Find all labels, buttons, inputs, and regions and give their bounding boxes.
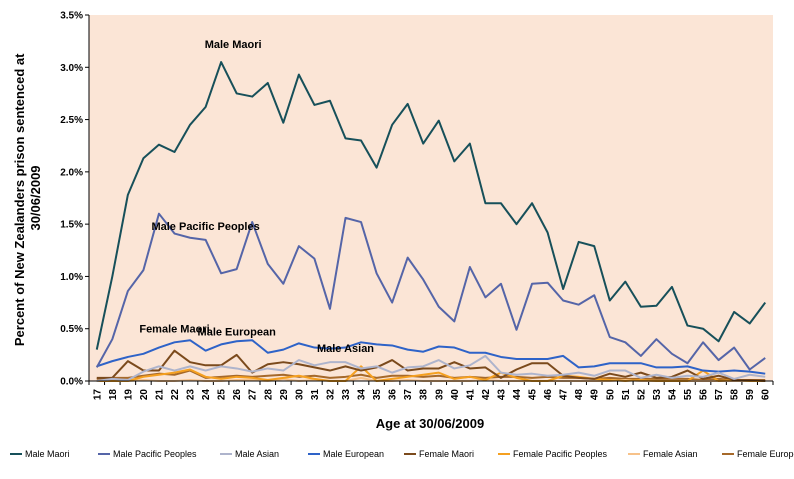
x-tick-label: 42 (481, 389, 492, 401)
x-tick-label: 24 (201, 389, 212, 401)
x-tick-label: 58 (730, 389, 741, 401)
y-axis-title: Percent of New Zealanders prison sentenc… (12, 50, 43, 346)
x-tick-label: 44 (512, 389, 523, 401)
annotation-label: Male Maori (205, 39, 262, 51)
x-tick-label: 47 (559, 389, 570, 401)
x-axis-ticks: 17 18 19 20 21 22 23 24 25 26 27 28 29 30 31 32 33 34 35 36… (88, 381, 774, 401)
x-tick-label: 50 (605, 389, 616, 401)
x-tick-label: 37 (403, 389, 414, 401)
x-tick-label: 48 (574, 389, 585, 401)
x-tick-label: 38 (419, 389, 430, 401)
y-tick-label: 3.0% (60, 63, 83, 74)
y-tick-label: 1.0% (60, 272, 83, 283)
x-tick-label: 17 (92, 389, 103, 401)
x-tick-label: 41 (465, 389, 476, 401)
x-tick-label: 57 (714, 389, 725, 401)
x-tick-label: 49 (590, 389, 601, 401)
y-tick-label: 2.0% (60, 167, 83, 178)
legend-item: Male European (323, 449, 384, 459)
plot-area (89, 15, 773, 381)
series-line-male-european (96, 339, 766, 375)
x-tick-label: 36 (388, 389, 399, 401)
x-tick-label: 19 (123, 389, 134, 401)
x-tick-label: 32 (325, 389, 336, 401)
x-tick-label: 21 (154, 389, 165, 401)
x-tick-label: 46 (543, 389, 554, 401)
x-tick-label: 39 (434, 389, 445, 401)
legend: Male Maori Male Pacific Peoples Male Asian… (10, 449, 794, 459)
annotation-label: Male Pacific Peoples (151, 221, 259, 233)
legend-item: Male Asian (235, 449, 279, 459)
y-axis-title-line1: Percent of New Zealanders prison sentenc… (12, 53, 27, 346)
x-tick-label: 31 (310, 389, 321, 401)
x-tick-label: 56 (699, 389, 710, 401)
x-tick-label: 18 (108, 389, 119, 401)
series-line-male-pacific-peoples (95, 212, 766, 371)
x-tick-label: 53 (652, 389, 663, 401)
x-tick-label: 43 (496, 389, 507, 401)
series-annotations: Male Maori Male Pacific Peoples Male Europ… (139, 39, 374, 355)
annotation-label: Female Maori (139, 324, 209, 336)
y-axis-title-line2: 30/06/2009 (28, 165, 43, 230)
series-line-male-asian (96, 354, 766, 382)
y-tick-label: 1.5% (60, 220, 83, 231)
x-tick-label: 35 (372, 389, 383, 401)
x-tick-label: 26 (232, 389, 243, 401)
x-tick-label: 55 (683, 389, 694, 401)
y-tick-label: 2.5% (60, 115, 83, 126)
series-line-female-maori (96, 349, 766, 382)
annotation-label: Male Asian (317, 343, 374, 355)
legend-item: Female Asian (643, 449, 698, 459)
x-tick-label: 27 (248, 389, 259, 401)
y-axis-ticks: 0.0% 0.5% 1.0% 1.5% 2.0% 2.5% 3.0% 3.5% (60, 11, 89, 388)
y-tick-label: 0.5% (60, 324, 83, 335)
x-tick-label: 60 (761, 389, 772, 401)
series-line-male-maori (95, 61, 767, 350)
legend-item: Female Pacific Peoples (513, 449, 608, 459)
x-tick-label: 54 (667, 389, 678, 401)
y-tick-label: 0.0% (60, 377, 83, 388)
x-tick-label: 29 (279, 389, 290, 401)
x-tick-label: 28 (263, 389, 274, 401)
x-tick-label: 45 (528, 389, 539, 401)
x-tick-label: 20 (139, 389, 150, 401)
x-axis-title: Age at 30/06/2009 (376, 416, 484, 431)
legend-item: Female European (737, 449, 794, 459)
x-tick-label: 52 (636, 389, 647, 401)
x-tick-label: 59 (745, 389, 756, 401)
x-tick-label: 22 (170, 389, 181, 401)
y-tick-label: 3.5% (60, 11, 83, 22)
x-tick-label: 51 (621, 389, 632, 401)
legend-item: Female Maori (419, 449, 474, 459)
x-tick-label: 30 (294, 389, 305, 401)
x-tick-label: 33 (341, 389, 352, 401)
x-tick-label: 34 (357, 389, 368, 401)
legend-item: Male Maori (25, 449, 70, 459)
x-tick-label: 23 (186, 389, 197, 401)
x-tick-label: 40 (450, 389, 461, 401)
annotation-label: Male European (198, 326, 277, 338)
legend-item: Male Pacific Peoples (113, 449, 197, 459)
x-tick-label: 25 (217, 389, 228, 401)
